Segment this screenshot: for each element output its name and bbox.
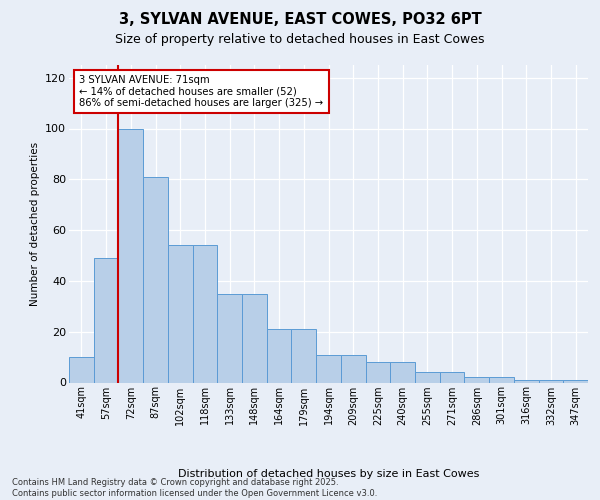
Bar [563, 380, 588, 382]
Bar [489, 378, 514, 382]
Text: 3 SYLVAN AVENUE: 71sqm
← 14% of detached houses are smaller (52)
86% of semi-det: 3 SYLVAN AVENUE: 71sqm ← 14% of detached… [79, 74, 323, 108]
Bar [168, 246, 193, 382]
Bar [193, 246, 217, 382]
Bar [292, 329, 316, 382]
Bar [365, 362, 390, 382]
Bar [69, 357, 94, 382]
Text: Size of property relative to detached houses in East Cowes: Size of property relative to detached ho… [115, 32, 485, 46]
Bar [341, 354, 365, 382]
Text: Contains HM Land Registry data © Crown copyright and database right 2025.
Contai: Contains HM Land Registry data © Crown c… [12, 478, 377, 498]
Bar [242, 294, 267, 382]
Bar [143, 177, 168, 382]
Text: 3, SYLVAN AVENUE, EAST COWES, PO32 6PT: 3, SYLVAN AVENUE, EAST COWES, PO32 6PT [119, 12, 481, 28]
Y-axis label: Number of detached properties: Number of detached properties [29, 142, 40, 306]
Bar [464, 378, 489, 382]
Bar [539, 380, 563, 382]
Bar [217, 294, 242, 382]
Bar [440, 372, 464, 382]
Bar [94, 258, 118, 382]
Bar [316, 354, 341, 382]
Bar [514, 380, 539, 382]
Bar [415, 372, 440, 382]
Bar [267, 329, 292, 382]
Bar [390, 362, 415, 382]
Bar [118, 128, 143, 382]
X-axis label: Distribution of detached houses by size in East Cowes: Distribution of detached houses by size … [178, 469, 479, 479]
